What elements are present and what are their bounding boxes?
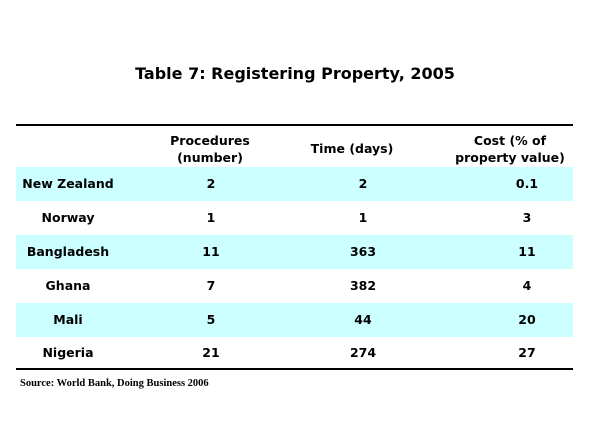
procedures-cell: 1 bbox=[206, 210, 216, 225]
procedures-cell: 11 bbox=[202, 244, 220, 259]
header-procedures: Procedures (number) bbox=[170, 133, 250, 165]
table-row: Norway 1 1 3 bbox=[16, 201, 573, 235]
time-cell: 1 bbox=[358, 210, 368, 225]
table-row: Ghana 7 382 4 bbox=[16, 269, 573, 303]
table-row: Mali 5 44 20 bbox=[16, 303, 573, 337]
country-cell: New Zealand bbox=[22, 176, 114, 191]
procedures-cell: 2 bbox=[206, 176, 216, 191]
time-cell: 2 bbox=[358, 176, 368, 191]
cost-cell: 0.1 bbox=[515, 176, 539, 191]
time-cell: 363 bbox=[349, 244, 377, 259]
cost-cell: 11 bbox=[518, 244, 536, 259]
table-row: New Zealand 2 2 0.1 bbox=[16, 167, 573, 201]
procedures-cell: 5 bbox=[206, 312, 216, 327]
country-cell: Norway bbox=[41, 210, 95, 225]
time-cell: 382 bbox=[349, 278, 377, 293]
page-title: Table 7: Registering Property, 2005 bbox=[135, 64, 455, 83]
cost-cell: 20 bbox=[518, 312, 536, 327]
country-cell: Nigeria bbox=[42, 345, 94, 360]
header-time: Time (days) bbox=[310, 141, 394, 156]
header-cost: Cost (% of property value) bbox=[455, 133, 565, 165]
table-bottom-rule bbox=[16, 368, 573, 370]
cost-cell: 27 bbox=[518, 345, 536, 360]
country-cell: Ghana bbox=[45, 278, 91, 293]
time-cell: 274 bbox=[349, 345, 377, 360]
time-cell: 44 bbox=[354, 312, 372, 327]
country-cell: Mali bbox=[53, 312, 83, 327]
procedures-cell: 21 bbox=[202, 345, 220, 360]
table-row: Bangladesh 11 363 11 bbox=[16, 235, 573, 269]
source-note: Source: World Bank, Doing Business 2006 bbox=[20, 378, 209, 389]
table-top-rule bbox=[16, 124, 573, 126]
procedures-cell: 7 bbox=[206, 278, 216, 293]
cost-cell: 4 bbox=[522, 278, 532, 293]
country-cell: Bangladesh bbox=[26, 244, 110, 259]
table-row: Nigeria 21 274 27 bbox=[16, 336, 573, 370]
cost-cell: 3 bbox=[522, 210, 532, 225]
